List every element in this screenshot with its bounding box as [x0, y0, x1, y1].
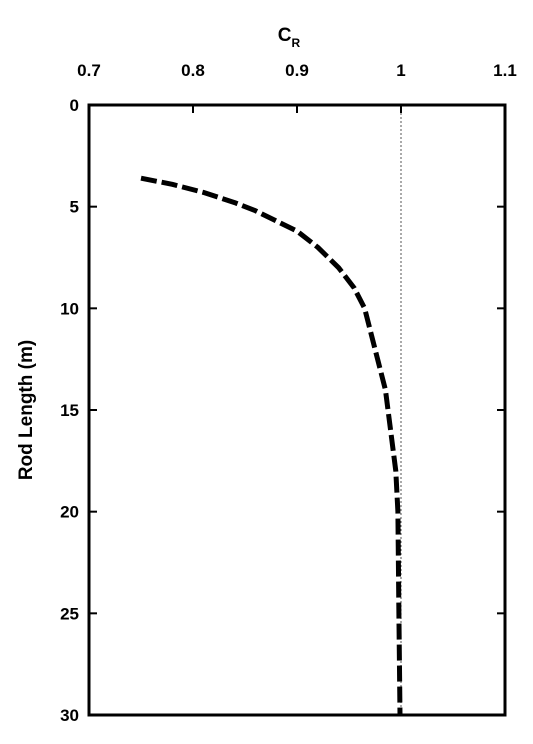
x-axis-title-subscript: R: [292, 36, 301, 50]
y-axis-title: Rod Length (m): [16, 340, 37, 480]
x-axis-title: CR: [278, 25, 301, 50]
x-tick-label: 1: [396, 61, 405, 80]
plot-frame: [87, 103, 507, 717]
y-tick-label: 5: [70, 198, 79, 217]
x-tick-label: 0.8: [181, 61, 205, 80]
y-tick-label: 0: [70, 96, 79, 115]
data-series: [140, 175, 403, 716]
x-tick-label: 1.1: [493, 61, 517, 80]
y-axis-ticks: 0 5 10 15 20 25 30: [60, 96, 505, 725]
series-line: [140, 175, 403, 716]
y-tick-label: 10: [60, 299, 79, 318]
x-tick-label: 0.7: [77, 61, 101, 80]
y-tick-label: 25: [60, 604, 79, 623]
y-tick-label: 15: [60, 401, 79, 420]
x-axis-ticks: 0.7 0.8 0.9 1 1.1: [77, 61, 517, 113]
x-tick-label: 0.9: [285, 61, 309, 80]
y-tick-label: 30: [60, 706, 79, 725]
y-tick-label: 20: [60, 503, 79, 522]
